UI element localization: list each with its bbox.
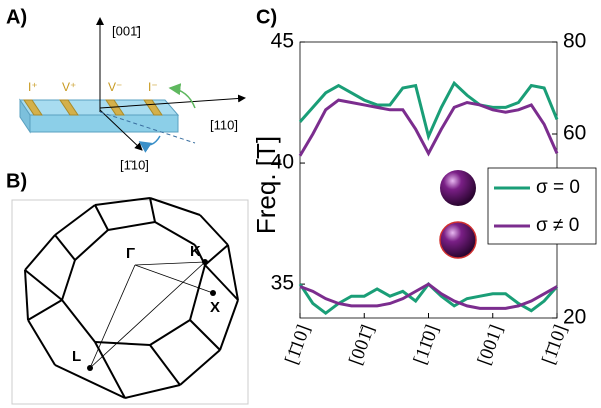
y-tick-label: 45 xyxy=(271,30,294,53)
series-line xyxy=(300,284,557,313)
panel-c: C) Freq. [T] 354045206080[1̄10][001̄][11… xyxy=(251,6,596,368)
point-label: L xyxy=(72,348,81,365)
point-label: X xyxy=(210,299,220,316)
axis-label: [001̄] xyxy=(112,23,141,38)
panel-label: B) xyxy=(6,170,27,192)
panel-a: A) I⁺ V⁺ V⁻ I⁻ [001̄] [110] [1̄10] xyxy=(6,6,245,172)
rotation-arrow xyxy=(140,136,160,145)
y-tick-label: 40 xyxy=(271,151,294,174)
sphere xyxy=(440,222,476,258)
point-label: K xyxy=(190,243,201,260)
legend-label: σ ≠ 0 xyxy=(536,215,579,236)
x-tick-label: [001̄] xyxy=(345,322,379,368)
point xyxy=(210,290,216,296)
path-line xyxy=(135,262,205,265)
contact-label: V⁺ xyxy=(62,80,76,94)
panel-label: A) xyxy=(6,6,27,28)
x-tick-label: [001] xyxy=(474,322,508,368)
series-line xyxy=(300,284,557,308)
panel-b: B) Γ K X L xyxy=(6,170,248,404)
y2-tick-label: 60 xyxy=(563,122,586,145)
axis-label: [110] xyxy=(210,117,238,132)
y2-tick-label: 20 xyxy=(563,306,586,329)
slab-front xyxy=(30,115,178,132)
path-line xyxy=(90,262,205,368)
figure: A) I⁺ V⁺ V⁻ I⁻ [001̄] [110] [1̄10] B) xyxy=(0,0,601,408)
x-tick-label: [1̄10] xyxy=(281,322,315,367)
brillouin-zone xyxy=(25,198,238,398)
legend-label: σ = 0 xyxy=(536,177,580,198)
contact-label: I⁻ xyxy=(148,80,158,94)
y-tick-label: 35 xyxy=(271,272,294,295)
point xyxy=(87,365,93,371)
contact-label: V⁻ xyxy=(108,80,122,94)
point xyxy=(202,259,208,265)
series-line xyxy=(300,100,557,156)
y2-tick-label: 80 xyxy=(563,30,586,53)
panel-label: C) xyxy=(256,6,277,28)
point-label: Γ xyxy=(126,245,135,262)
x-tick-label: [1̄10] xyxy=(538,322,572,367)
contact-label: I⁺ xyxy=(28,80,38,94)
sphere xyxy=(440,170,476,206)
path-line xyxy=(90,265,135,368)
rotation-arrow xyxy=(170,88,195,108)
axis-label: [1̄10] xyxy=(120,157,149,172)
x-tick-label: [11̄0] xyxy=(410,322,444,367)
